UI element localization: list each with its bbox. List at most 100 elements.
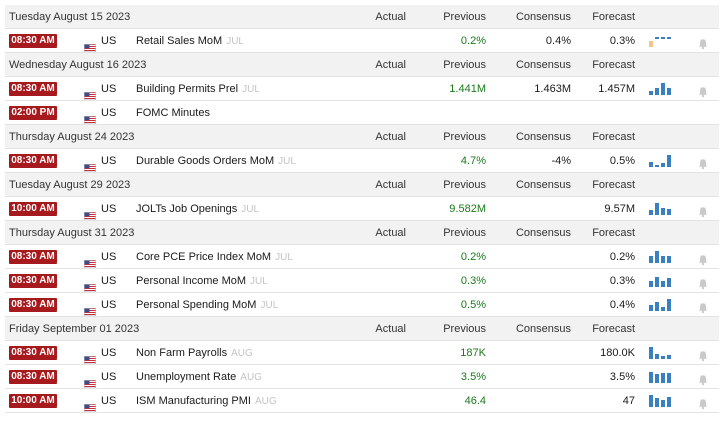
column-header-actual: Actual — [375, 323, 406, 335]
bell-icon[interactable] — [697, 395, 709, 410]
column-header-forecast: Forecast — [592, 227, 635, 239]
chart-bar — [661, 356, 665, 359]
chart-bar — [655, 37, 659, 39]
column-header-previous: Previous — [443, 323, 486, 335]
event-name-link[interactable]: Personal Spending MoM JUL — [136, 293, 278, 317]
event-row[interactable]: 08:30 AM US Retail Sales MoM JUL 0.2% 0.4% 0.3… — [5, 29, 719, 53]
forecast-value: 1.457M — [598, 83, 635, 95]
consensus-value — [491, 293, 571, 317]
event-name-link[interactable]: ISM Manufacturing PMI AUG — [136, 389, 277, 413]
actual-value — [346, 29, 406, 53]
event-name: ISM Manufacturing PMI — [136, 395, 251, 407]
event-name-link[interactable]: Core PCE Price Index MoM JUL — [136, 245, 293, 269]
chart-bar — [667, 209, 671, 215]
country-code: US — [101, 83, 117, 95]
previous-value: 187K — [460, 347, 486, 359]
bell-icon[interactable] — [697, 299, 709, 314]
bell-icon[interactable] — [697, 371, 709, 386]
event-name-link[interactable]: Non Farm Payrolls AUG — [136, 341, 253, 365]
mini-history-chart[interactable] — [649, 347, 673, 359]
column-header-previous: Previous — [443, 131, 486, 143]
bell-icon[interactable] — [697, 35, 709, 50]
mini-history-chart[interactable] — [649, 35, 673, 47]
event-name-link[interactable]: JOLTs Job Openings JUL — [136, 197, 259, 221]
chart-bar — [667, 37, 671, 39]
previous-value: 0.2% — [460, 251, 486, 263]
column-header-forecast: Forecast — [592, 11, 635, 23]
chart-bar — [661, 400, 665, 407]
chart-bar — [667, 397, 671, 407]
chart-bar — [649, 256, 653, 263]
consensus-value — [491, 197, 571, 221]
mini-history-chart[interactable] — [649, 371, 673, 383]
actual-value — [346, 341, 406, 365]
bell-icon[interactable] — [697, 203, 709, 218]
event-name-link[interactable]: Personal Income MoM JUL — [136, 269, 268, 293]
event-row[interactable]: 10:00 AM US ISM Manufacturing PMI AUG 46.4 47 — [5, 389, 719, 413]
country-code: US — [101, 275, 117, 287]
us-flag-icon — [84, 37, 96, 52]
chart-bar — [649, 210, 653, 215]
consensus-value — [491, 389, 571, 413]
mini-history-chart[interactable] — [649, 155, 673, 167]
event-row[interactable]: 08:30 AM US Building Permits Prel JUL 1.441M… — [5, 77, 719, 101]
event-period: JUL — [275, 252, 293, 263]
mini-history-chart[interactable] — [649, 275, 673, 287]
event-period: AUG — [231, 348, 253, 359]
bell-icon[interactable] — [697, 347, 709, 362]
column-header-previous: Previous — [443, 59, 486, 71]
date-header-row: Friday September 01 2023 Actual Previous Co… — [5, 317, 719, 341]
previous-value: 1.441M — [449, 83, 486, 95]
event-row[interactable]: 08:30 AM US Unemployment Rate AUG 3.5% 3.5% — [5, 365, 719, 389]
country-code: US — [101, 203, 117, 215]
actual-value — [346, 77, 406, 101]
event-row[interactable]: 08:30 AM US Core PCE Price Index MoM JUL 0.2… — [5, 245, 719, 269]
time-badge: 08:30 AM — [9, 82, 57, 96]
us-flag-icon — [84, 157, 96, 172]
event-name: Retail Sales MoM — [136, 35, 223, 47]
event-name-link[interactable]: Unemployment Rate AUG — [136, 365, 262, 389]
event-row[interactable]: 08:30 AM US Personal Income MoM JUL 0.3% 0.3% — [5, 269, 719, 293]
event-row[interactable]: 10:00 AM US JOLTs Job Openings JUL 9.582M 9.5… — [5, 197, 719, 221]
mini-history-chart[interactable] — [649, 395, 673, 407]
previous-value: 3.5% — [460, 371, 486, 383]
chart-bar — [667, 299, 671, 311]
chart-bar — [661, 83, 665, 95]
event-name: Durable Goods Orders MoM — [136, 155, 275, 167]
event-row[interactable]: 02:00 PM US FOMC Minutes — [5, 101, 719, 125]
chart-bar — [655, 374, 659, 383]
chart-bar — [649, 372, 653, 383]
bell-icon[interactable] — [697, 275, 709, 290]
column-header-consensus: Consensus — [515, 59, 571, 71]
chart-bar — [649, 41, 653, 47]
bell-icon[interactable] — [697, 251, 709, 266]
event-name-link[interactable]: Retail Sales MoM JUL — [136, 29, 244, 53]
time-badge: 02:00 PM — [9, 106, 57, 120]
mini-history-chart[interactable] — [649, 299, 673, 311]
bell-icon[interactable] — [697, 83, 709, 98]
event-name-link[interactable]: Durable Goods Orders MoM JUL — [136, 149, 296, 173]
consensus-value: 1.463M — [534, 83, 571, 95]
column-header-consensus: Consensus — [515, 131, 571, 143]
event-name-link[interactable]: Building Permits Prel JUL — [136, 77, 260, 101]
chart-bar — [655, 165, 659, 167]
bell-icon[interactable] — [697, 155, 709, 170]
mini-history-chart[interactable] — [649, 83, 673, 95]
event-row[interactable]: 08:30 AM US Personal Spending MoM JUL 0.5% 0.… — [5, 293, 719, 317]
event-row[interactable]: 08:30 AM US Durable Goods Orders MoM JUL 4.7… — [5, 149, 719, 173]
forecast-value — [565, 101, 635, 125]
event-name: Non Farm Payrolls — [136, 347, 228, 359]
mini-history-chart[interactable] — [649, 203, 673, 215]
event-name-link[interactable]: FOMC Minutes — [136, 101, 210, 125]
us-flag-icon — [84, 349, 96, 364]
chart-bar — [667, 355, 671, 359]
event-row[interactable]: 08:30 AM US Non Farm Payrolls AUG 187K 180.0K — [5, 341, 719, 365]
mini-history-chart[interactable] — [649, 251, 673, 263]
us-flag-icon — [84, 109, 96, 124]
actual-value — [346, 389, 406, 413]
chart-bar — [655, 302, 659, 311]
time-badge: 08:30 AM — [9, 34, 57, 48]
column-header-forecast: Forecast — [592, 179, 635, 191]
event-name: Personal Spending MoM — [136, 299, 257, 311]
date-header: Tuesday August 15 2023 — [9, 11, 131, 23]
